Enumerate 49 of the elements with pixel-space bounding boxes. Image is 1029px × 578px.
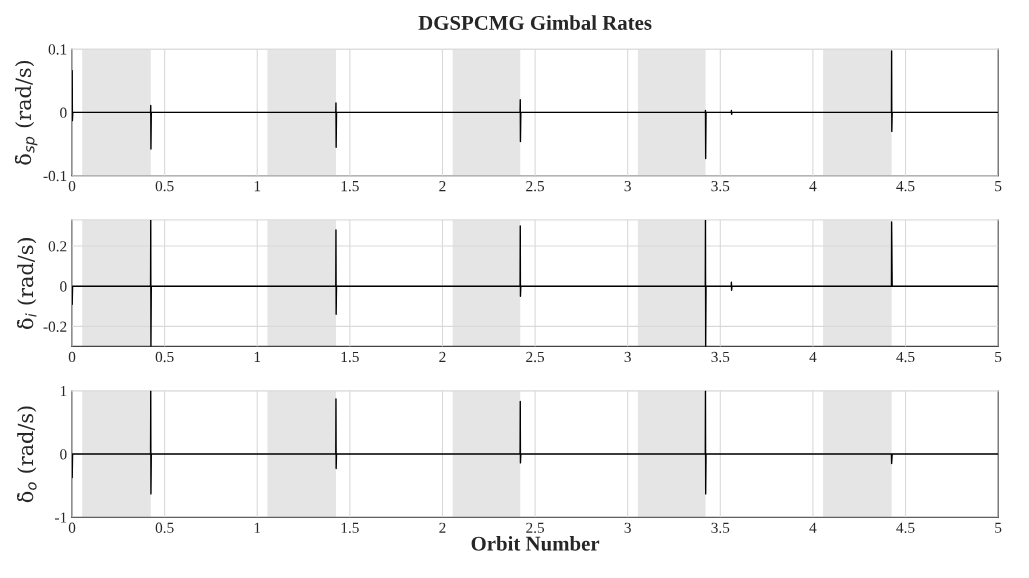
x-axis-title: Orbit Number xyxy=(471,536,600,551)
y-tick-label: -1 xyxy=(55,512,67,523)
y-tick-label: 0 xyxy=(60,107,67,118)
x-tick-label: 3.5 xyxy=(711,351,730,363)
x-tick-label: 1.5 xyxy=(341,181,359,192)
x-tick-label: 0 xyxy=(68,522,76,533)
x-tick-label: 2 xyxy=(439,522,446,533)
y-tick-label: -0.2 xyxy=(43,321,67,332)
y-tick-label: 0.2 xyxy=(48,241,67,252)
x-tick-label: 5 xyxy=(995,351,1002,363)
line-series xyxy=(72,219,999,347)
x-tick-label: 4 xyxy=(809,522,817,533)
y-axis-title: δ̇$_{sp}$ (rad/s) xyxy=(14,60,38,165)
y-tick-label: 0 xyxy=(60,449,67,460)
x-tick-label: 3 xyxy=(624,522,631,533)
x-tick-label: 4.5 xyxy=(896,181,915,192)
x-tick-label: 0 xyxy=(68,180,76,192)
x-tick-label: 5 xyxy=(995,522,1002,533)
x-tick-label: 1.5 xyxy=(341,351,359,363)
x-tick-label: 3.5 xyxy=(711,181,730,192)
x-tick-label: 3 xyxy=(624,351,631,363)
y-tick-label: -0.1 xyxy=(43,170,67,182)
x-tick-label: 4.5 xyxy=(896,351,915,363)
x-tick-label: 2.5 xyxy=(526,351,545,363)
x-tick-label: 4 xyxy=(809,181,817,192)
x-tick-label: 2 xyxy=(439,181,446,192)
x-tick-label: 0 xyxy=(68,351,76,363)
y-tick-label: 1 xyxy=(60,385,67,397)
x-tick-label: 2.5 xyxy=(526,181,545,192)
x-tick-label: 3 xyxy=(624,181,631,192)
x-tick-label: 0.5 xyxy=(155,351,174,363)
x-tick-label: 5 xyxy=(995,181,1002,192)
x-tick-label: 4 xyxy=(809,351,817,362)
x-tick-label: 1 xyxy=(254,522,261,533)
y-tick-label: 0.1 xyxy=(48,44,67,55)
x-tick-label: 2.5 xyxy=(526,522,545,533)
x-tick-label: 1 xyxy=(254,181,261,192)
x-tick-label: 4.5 xyxy=(896,522,915,533)
x-tick-label: 1 xyxy=(254,351,261,362)
x-tick-label: 0.5 xyxy=(155,522,174,533)
x-tick-label: 0.5 xyxy=(155,180,174,192)
chart-title: DGSPCMG Gimbal Rates xyxy=(418,15,652,30)
x-tick-label: 3.5 xyxy=(711,522,730,533)
line-series xyxy=(72,390,999,495)
x-tick-label: 2 xyxy=(439,351,446,362)
y-axis-title: δ̇$_{o}$ (rad/s) xyxy=(17,406,37,503)
y-tick-label: 0 xyxy=(60,281,67,292)
x-tick-label: 1.5 xyxy=(341,522,359,533)
y-axis-title: δ̇$_{i}$ (rad/s) xyxy=(17,238,37,330)
